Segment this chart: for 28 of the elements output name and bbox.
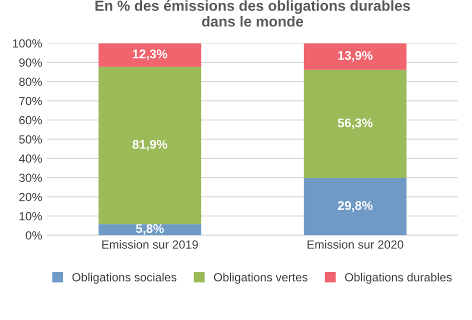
y-tick-label: 100%	[13, 39, 42, 48]
legend-label: Obligations sociales	[72, 272, 176, 284]
y-tick-label: 40%	[18, 154, 42, 163]
bar	[98, 66, 202, 224]
data-label: 29,8%	[338, 201, 373, 212]
y-tick-label: 60%	[19, 116, 42, 124]
y-tick-label: 0%	[26, 231, 42, 240]
bar	[304, 70, 407, 178]
y-tick-label: 30%	[19, 174, 42, 182]
data-label: 5,8%	[136, 224, 164, 235]
data-label: 13,9%	[338, 51, 373, 62]
legend-label: Obligations vertes	[214, 272, 308, 284]
bar	[304, 178, 407, 236]
y-tick-label: 70%	[19, 96, 42, 106]
x-tick-label: Emission sur 2020	[308, 240, 404, 249]
data-label: 56,3%	[338, 118, 373, 130]
y-tick-label: 20%	[19, 192, 42, 202]
bar	[98, 43, 202, 67]
y-tick-label: 90%	[19, 58, 42, 67]
chart-title: En % des émissions des obligations durables dans le monde	[95, 0, 410, 27]
legend-label: Obligations durables	[345, 272, 452, 284]
data-label: 12,3%	[132, 50, 168, 60]
y-tick-label: 80%	[19, 78, 42, 86]
y-tick-label: 50%	[19, 135, 42, 144]
data-label: 81,9%	[132, 140, 168, 151]
x-tick-label: Emission sur 2019	[102, 240, 198, 249]
bar	[304, 43, 407, 70]
y-tick-label: 10%	[20, 212, 42, 220]
